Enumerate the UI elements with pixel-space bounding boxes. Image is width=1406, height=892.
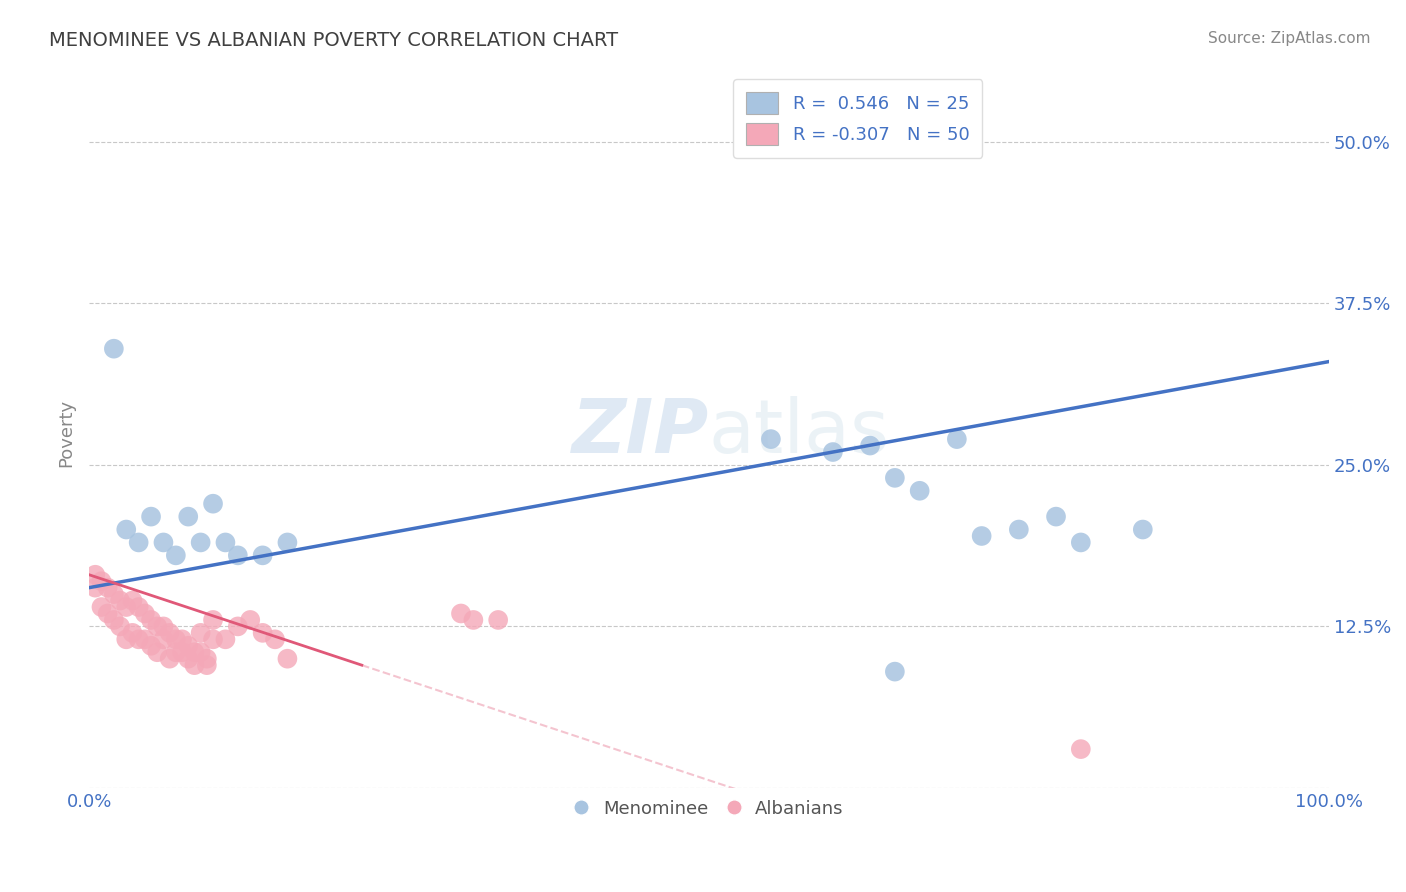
Point [264,632,287,647]
Point [139,613,162,627]
Point [202,613,225,627]
Point [202,632,225,647]
Point [859,439,882,453]
Point [152,619,174,633]
Point [486,613,509,627]
Point [177,639,200,653]
Point [139,509,162,524]
Point [183,658,205,673]
Point [170,632,193,647]
Point [134,607,156,621]
Point [159,651,181,665]
Point [276,535,298,549]
Point [152,632,174,647]
Point [190,625,212,640]
Point [1045,509,1067,524]
Text: atlas: atlas [709,396,890,469]
Point [84,581,107,595]
Point [202,497,225,511]
Point [97,581,120,595]
Point [115,632,138,647]
Legend: Menominee, Albanians: Menominee, Albanians [567,793,851,825]
Point [121,593,143,607]
Point [1070,535,1092,549]
Y-axis label: Poverty: Poverty [58,399,75,467]
Point [103,342,125,356]
Point [252,625,274,640]
Point [121,625,143,640]
Point [821,445,844,459]
Point [165,549,187,563]
Point [195,658,218,673]
Point [226,549,249,563]
Point [152,535,174,549]
Point [108,619,131,633]
Point [115,600,138,615]
Point [139,639,162,653]
Point [276,651,298,665]
Point [103,613,125,627]
Point [159,625,181,640]
Point [190,535,212,549]
Point [128,632,150,647]
Point [90,600,112,615]
Point [190,645,212,659]
Point [214,632,236,647]
Point [450,607,472,621]
Point [84,567,107,582]
Point [128,535,150,549]
Point [115,523,138,537]
Point [177,509,200,524]
Point [146,619,169,633]
Point [90,574,112,589]
Point [463,613,485,627]
Text: ZIP: ZIP [572,396,709,469]
Point [97,607,120,621]
Point [134,632,156,647]
Point [239,613,262,627]
Point [1132,523,1154,537]
Point [177,651,200,665]
Point [252,549,274,563]
Point [1008,523,1031,537]
Point [195,651,218,665]
Point [183,645,205,659]
Point [165,645,187,659]
Point [170,645,193,659]
Point [1070,742,1092,756]
Point [946,432,969,446]
Text: Source: ZipAtlas.com: Source: ZipAtlas.com [1208,31,1371,46]
Point [908,483,931,498]
Point [214,535,236,549]
Point [128,600,150,615]
Point [146,645,169,659]
Point [970,529,993,543]
Point [883,665,905,679]
Point [165,632,187,647]
Point [226,619,249,633]
Point [103,587,125,601]
Text: MENOMINEE VS ALBANIAN POVERTY CORRELATION CHART: MENOMINEE VS ALBANIAN POVERTY CORRELATIO… [49,31,619,50]
Point [883,471,905,485]
Point [759,432,782,446]
Point [108,593,131,607]
